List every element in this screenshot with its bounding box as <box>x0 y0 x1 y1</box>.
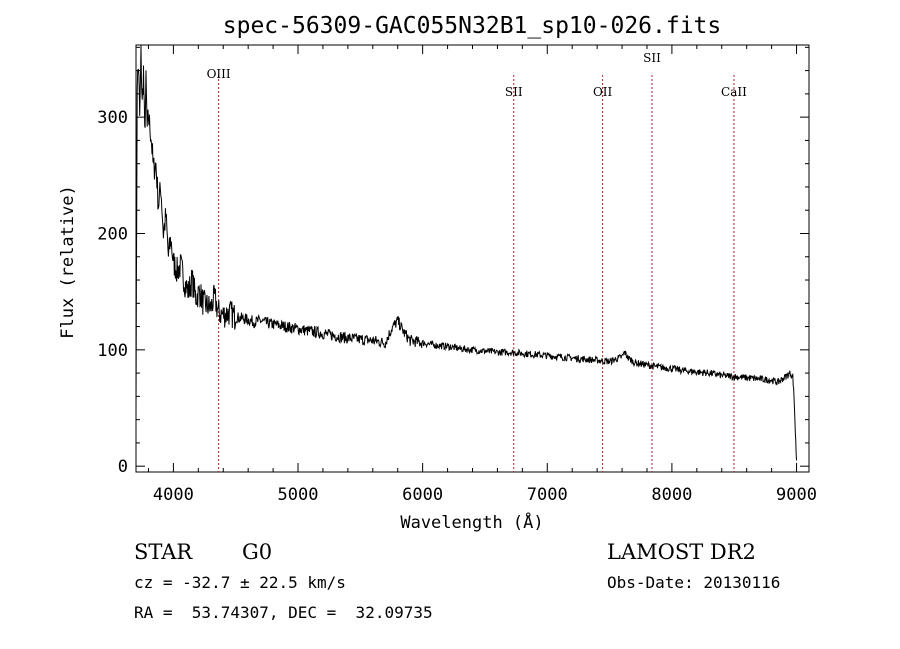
sky-coordinates: RA = 53.74307, DEC = 32.09735 <box>134 603 433 622</box>
x-tick-label-5000: 5000 <box>278 485 319 505</box>
spectral-line-label-sii: SII <box>643 51 661 65</box>
object-subclass: G0 <box>242 540 273 564</box>
survey-name: LAMOST DR2 <box>607 540 756 564</box>
observation-date: Obs-Date: 20130116 <box>607 573 781 592</box>
x-tick-label-8000: 8000 <box>651 485 692 505</box>
x-tick-label-4000: 4000 <box>153 485 194 505</box>
object-class: STAR <box>134 540 193 564</box>
plot-frame <box>135 44 810 473</box>
plot-area: 4000 5000 6000 7000 8000 9000 0 100 200 300 OIII SI… <box>97 44 817 505</box>
y-tick-label-0: 0 <box>118 457 128 477</box>
y-tick-label-200: 200 <box>97 224 128 244</box>
x-tick-label-9000: 9000 <box>776 485 817 505</box>
chart-title: spec-56309-GAC055N32B1_sp10-026.fits <box>223 13 722 39</box>
spectral-line-label-caii: CaII <box>721 85 747 99</box>
spectral-line-label-oiii: OIII <box>207 67 231 81</box>
spectral-line-label-sii: SII <box>505 85 523 99</box>
x-axis-label: Wavelength (Å) <box>400 511 543 533</box>
x-tick-label-6000: 6000 <box>402 485 443 505</box>
redshift-velocity: cz = -32.7 ± 22.5 km/s <box>134 573 346 592</box>
spectral-line-label-oii: OII <box>593 85 613 99</box>
y-tick-label-100: 100 <box>97 341 128 361</box>
x-tick-label-7000: 7000 <box>527 485 568 505</box>
y-axis-label: Flux (relative) <box>58 185 78 339</box>
spectrum-line <box>135 44 797 461</box>
spectrum-chart: spec-56309-GAC055N32B1_sp10-026.fits 400… <box>58 13 817 533</box>
y-tick-label-300: 300 <box>97 108 128 128</box>
